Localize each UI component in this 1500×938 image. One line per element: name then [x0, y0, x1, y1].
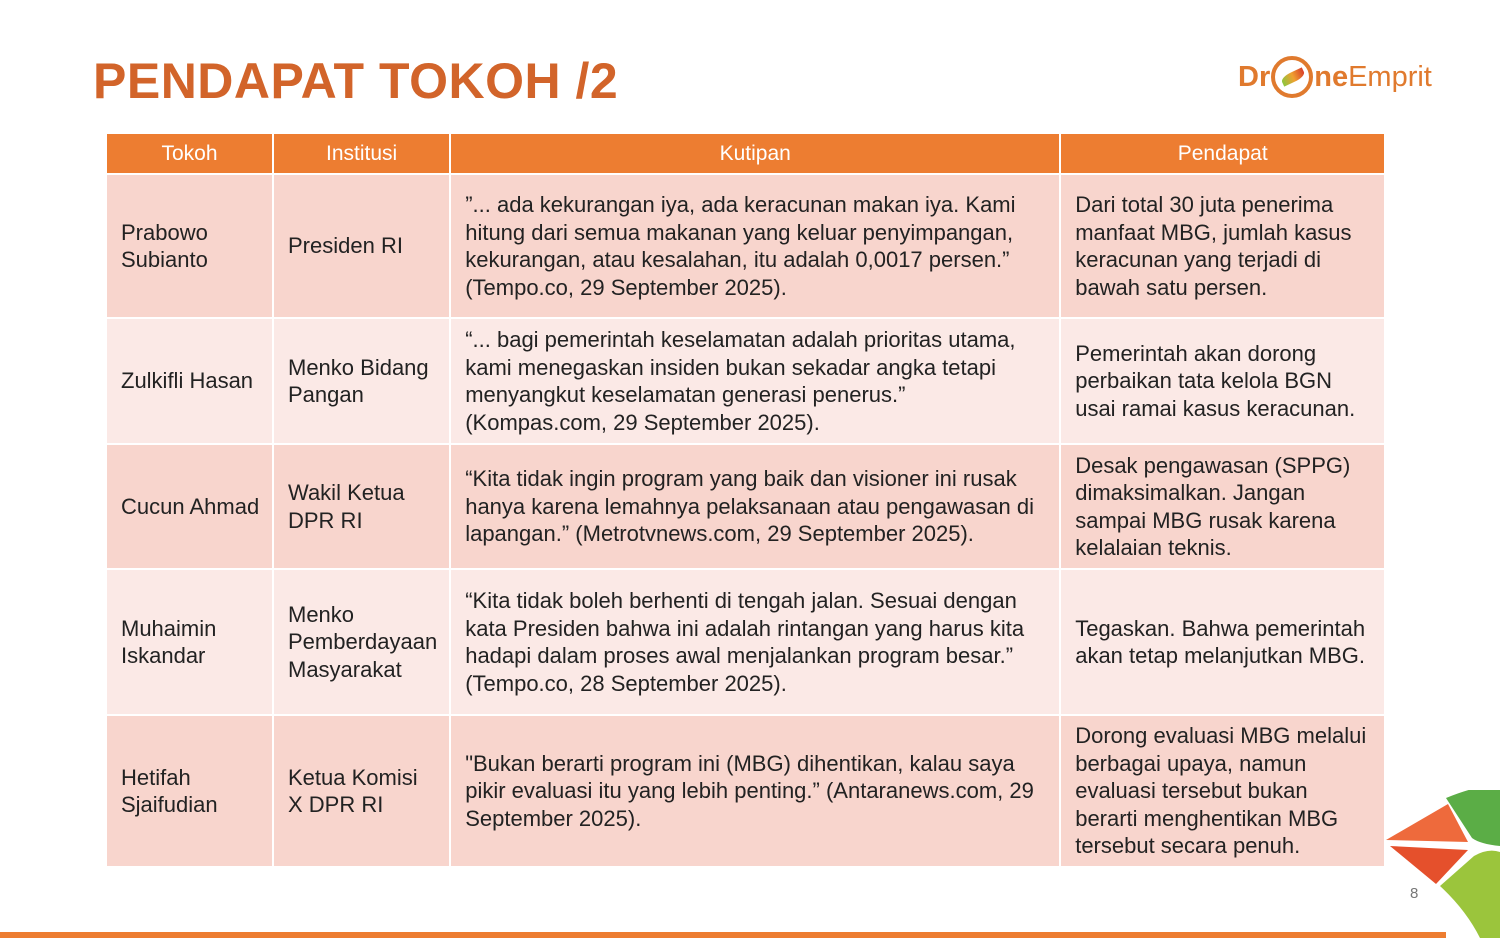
table-row: Prabowo Subianto Presiden RI”... ada keku… [107, 175, 1385, 317]
cell-institusi: Presiden RI [274, 175, 450, 317]
cell-institusi: Menko Pemberdayaan Masyarakat [274, 570, 450, 714]
cell-institusi: Ketua Komisi X DPR RI [274, 716, 450, 866]
cell-pendapat: Dorong evaluasi MBG melalui berbagai upa… [1061, 716, 1385, 866]
orange-triangle-shape [1386, 804, 1468, 842]
header-kutipan: Kutipan [451, 134, 1060, 173]
header-tokoh: Tokoh [107, 134, 272, 173]
cell-tokoh: Cucun Ahmad [107, 445, 272, 568]
decorative-shapes [1386, 790, 1500, 938]
cell-kutipan: “Kita tidak boleh berhenti di tengah jal… [451, 570, 1060, 714]
cell-pendapat: Pemerintah akan dorong perbaikan tata ke… [1061, 319, 1385, 443]
cell-institusi: Wakil Ketua DPR RI [274, 445, 450, 568]
table-row: Cucun Ahmad Wakil Ketua DPR RI “Kita tidak… [107, 445, 1385, 568]
drone-emprit-logo: Dr ne Emprit [1238, 56, 1432, 98]
cell-tokoh: Prabowo Subianto [107, 175, 272, 317]
logo-text: Emprit [1348, 60, 1432, 93]
table-row: Hetifah Sjaifudian Ketua Komisi X DPR RI "… [107, 716, 1385, 866]
logo-text-pre: Dr [1238, 60, 1271, 93]
cell-kutipan: "Bukan berarti program ini (MBG) dihenti… [451, 716, 1060, 866]
cell-pendapat: Desak pengawasan (SPPG) dimaksimalkan. J… [1061, 445, 1385, 568]
lime-shape [1440, 850, 1500, 938]
cell-tokoh: Muhaimin Iskandar [107, 570, 272, 714]
opinion-table: Tokoh Institusi Kutipan Pendapat Prabowo… [105, 132, 1386, 868]
header-pendapat: Pendapat [1061, 134, 1385, 173]
cell-pendapat: Dari total 30 juta penerima manfaat MBG,… [1061, 175, 1385, 317]
cell-pendapat: Tegaskan. Bahwa pemerintah akan tetap me… [1061, 570, 1385, 714]
cell-institusi: Menko Bidang Pangan [274, 319, 450, 443]
table-row: Muhaimin Iskandar Menko Pemberdayaan Masy… [107, 570, 1385, 714]
table-header: Tokoh Institusi Kutipan Pendapat [107, 134, 1385, 173]
cell-tokoh: Hetifah Sjaifudian [107, 716, 272, 866]
cell-kutipan: “Kita tidak ingin program yang baik dan … [451, 445, 1060, 568]
cell-tokoh: Zulkifli Hasan [107, 319, 272, 443]
cell-kutipan: ”... ada kekurangan iya, ada keracunan m… [451, 175, 1060, 317]
footer-bar [0, 932, 1446, 938]
red-triangle-shape [1390, 846, 1468, 884]
table-row: Zulkifli Hasan Menko Bidang Pangan “... ba… [107, 319, 1385, 443]
cell-kutipan: “... bagi pemerintah keselamatan adalah … [451, 319, 1060, 443]
green-shape [1446, 790, 1500, 846]
bird-logo-icon [1271, 56, 1314, 98]
page-title: PENDAPAT TOKOH /2 [93, 53, 619, 109]
header-institusi: Institusi [274, 134, 450, 173]
page-number: 8 [1410, 885, 1419, 902]
logo-text-bold: ne [1314, 60, 1349, 93]
